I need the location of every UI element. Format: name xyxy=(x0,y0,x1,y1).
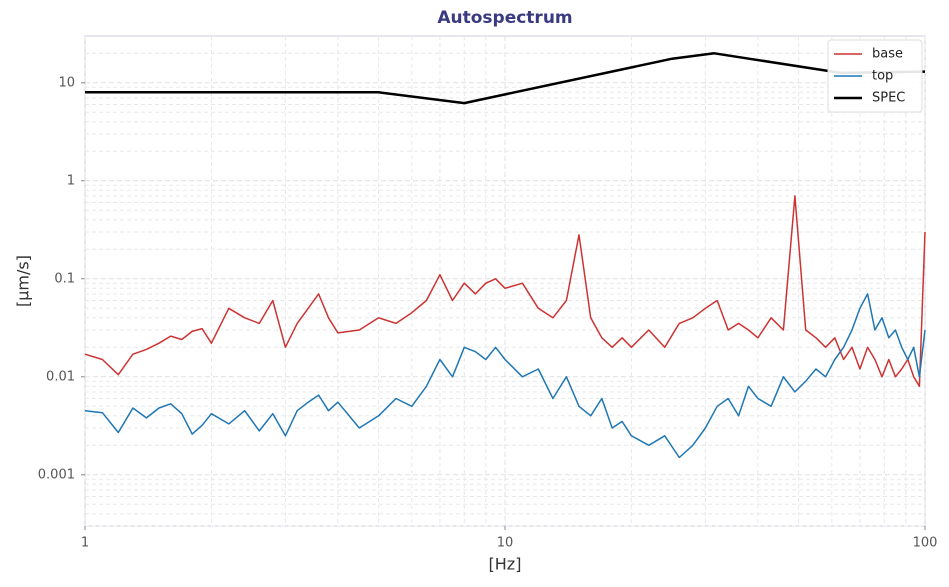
legend-label: SPEC xyxy=(872,91,905,106)
legend-label: top xyxy=(872,69,893,84)
y-tick-label: 0.01 xyxy=(46,369,75,384)
x-tick-label: 1 xyxy=(81,536,89,551)
x-tick-label: 100 xyxy=(913,536,938,551)
legend: base top SPEC xyxy=(827,39,923,113)
y-tick-label: 0.001 xyxy=(38,467,75,482)
x-axis-label: [Hz] xyxy=(489,555,522,574)
y-tick-label: 0.1 xyxy=(54,271,75,286)
chart-title: Autospectrum xyxy=(437,8,572,28)
y-tick-label: 1 xyxy=(67,173,75,188)
x-tick-label: 10 xyxy=(497,536,514,551)
legend-box xyxy=(827,39,923,113)
y-axis-label: [µm/s] xyxy=(14,255,33,307)
line-series xyxy=(84,293,926,459)
y-tick-label: 10 xyxy=(58,75,75,90)
legend-label: base xyxy=(872,47,903,62)
line-series xyxy=(84,195,926,388)
